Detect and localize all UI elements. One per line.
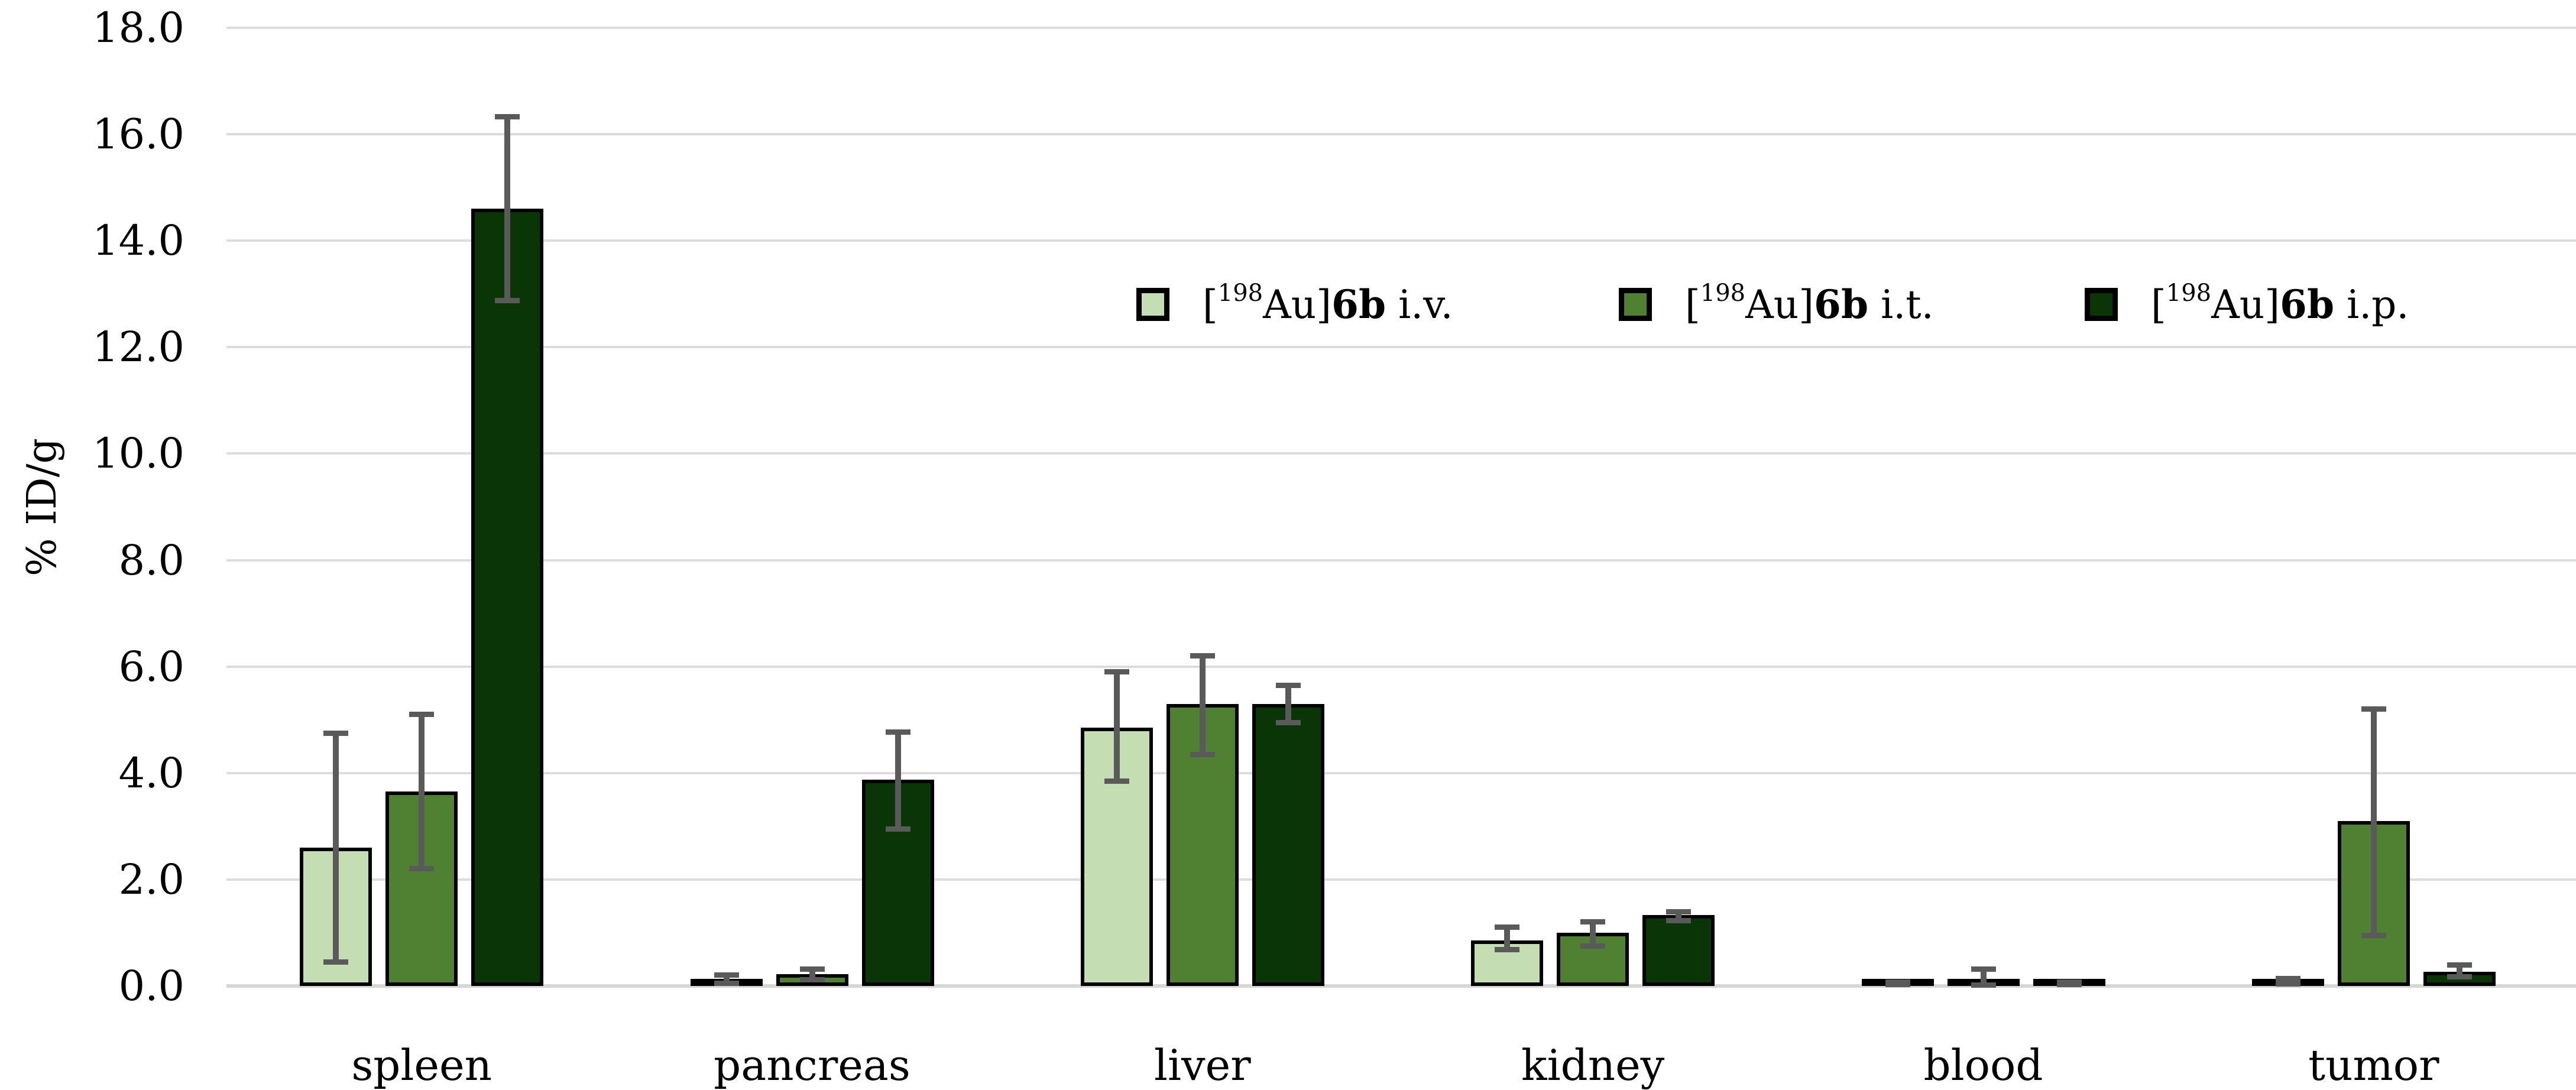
error-cap-bottom (1580, 943, 1606, 949)
error-whisker (1980, 969, 1987, 985)
error-cap-bottom (1495, 947, 1520, 953)
bar (471, 209, 544, 986)
error-cap-bottom (2056, 981, 2082, 987)
gridline (226, 559, 2576, 562)
error-cap-bottom (1190, 751, 1215, 757)
legend-label: [198Au]6b i.p. (2151, 280, 2409, 327)
bar (1080, 728, 1153, 986)
error-cap-bottom (2361, 932, 2386, 938)
error-whisker (1199, 656, 1206, 755)
compound-name: 6b (1331, 281, 1386, 327)
error-whisker (419, 714, 425, 869)
error-cap-top (1104, 669, 1129, 675)
legend-item: [198Au]6b i.t. (1619, 276, 1934, 333)
legend-label: [198Au]6b i.v. (1203, 280, 1453, 327)
error-cap-top (714, 972, 739, 978)
error-cap-top (799, 966, 825, 972)
error-cap-bottom (1104, 778, 1129, 784)
error-cap-bottom (2275, 981, 2300, 987)
error-whisker (895, 732, 901, 829)
y-tick-label: 14.0 (92, 216, 184, 265)
legend-swatch (1136, 288, 1169, 321)
x-axis-baseline (226, 984, 2576, 988)
error-cap-top (495, 113, 520, 119)
legend-item: [198Au]6b i.p. (2085, 276, 2409, 333)
isotope-superscript: 198 (1217, 280, 1263, 307)
isotope-superscript: 198 (1700, 280, 1746, 307)
bar (1471, 940, 1544, 986)
error-cap-bottom (1885, 981, 1910, 987)
error-cap-top (1666, 909, 1692, 915)
category-label: blood (1923, 1040, 2043, 1090)
legend-label: [198Au]6b i.t. (1685, 280, 1934, 327)
error-cap-bottom (2447, 974, 2472, 980)
category-label: spleen (351, 1040, 492, 1090)
error-cap-bottom (323, 959, 349, 965)
error-whisker (1285, 685, 1291, 723)
error-whisker (1676, 911, 1682, 921)
gridline (226, 771, 2576, 774)
bar (1642, 915, 1715, 986)
error-cap-bottom (409, 866, 435, 872)
error-whisker (723, 975, 730, 984)
gridline (226, 346, 2576, 349)
y-tick-label: 2.0 (118, 855, 184, 904)
legend-swatch (1619, 288, 1652, 321)
gridline (226, 452, 2576, 455)
y-tick-label: 0.0 (118, 962, 184, 1010)
y-tick-label: 16.0 (92, 110, 184, 159)
category-label: tumor (2308, 1040, 2439, 1090)
error-cap-bottom (1666, 917, 1692, 923)
y-tick-label: 18.0 (92, 3, 184, 52)
error-whisker (1590, 922, 1596, 946)
y-tick-label: 8.0 (118, 536, 184, 585)
error-whisker (333, 733, 339, 962)
gridline (226, 239, 2576, 242)
isotope-superscript: 198 (2166, 280, 2212, 307)
error-cap-top (1580, 919, 1606, 925)
error-cap-bottom (1275, 719, 1301, 725)
error-whisker (504, 116, 511, 301)
error-whisker (809, 969, 815, 980)
gridline (226, 878, 2576, 881)
error-whisker (2370, 709, 2377, 936)
error-whisker (1113, 671, 1120, 781)
error-cap-bottom (885, 826, 910, 832)
gridline (226, 26, 2576, 29)
category-label: pancreas (714, 1040, 910, 1090)
error-whisker (2456, 965, 2462, 977)
y-tick-label: 12.0 (92, 323, 184, 372)
error-cap-top (2275, 975, 2300, 981)
error-cap-top (1971, 966, 1996, 972)
gridline (226, 665, 2576, 668)
error-cap-top (409, 712, 435, 718)
legend-swatch (2085, 288, 2118, 321)
error-cap-top (1275, 682, 1301, 688)
error-cap-top (1190, 653, 1215, 659)
error-cap-top (323, 730, 349, 736)
error-cap-bottom (799, 977, 825, 982)
compound-name: 6b (1814, 281, 1869, 327)
error-cap-top (885, 729, 910, 735)
error-cap-top (2361, 706, 2386, 712)
bar (1252, 703, 1324, 986)
y-tick-label: 6.0 (118, 642, 184, 691)
error-cap-bottom (1971, 982, 1996, 988)
legend-item: [198Au]6b i.v. (1136, 276, 1453, 333)
error-cap-top (1495, 924, 1520, 930)
category-label: kidney (1521, 1040, 1665, 1090)
y-tick-label: 4.0 (118, 748, 184, 797)
error-cap-bottom (714, 980, 739, 986)
gridline (226, 133, 2576, 136)
error-cap-top (2447, 962, 2472, 968)
category-label: liver (1153, 1040, 1251, 1090)
compound-name: 6b (2280, 281, 2335, 327)
error-whisker (1504, 927, 1511, 950)
y-tick-label: 10.0 (92, 429, 184, 478)
error-cap-bottom (495, 298, 520, 304)
